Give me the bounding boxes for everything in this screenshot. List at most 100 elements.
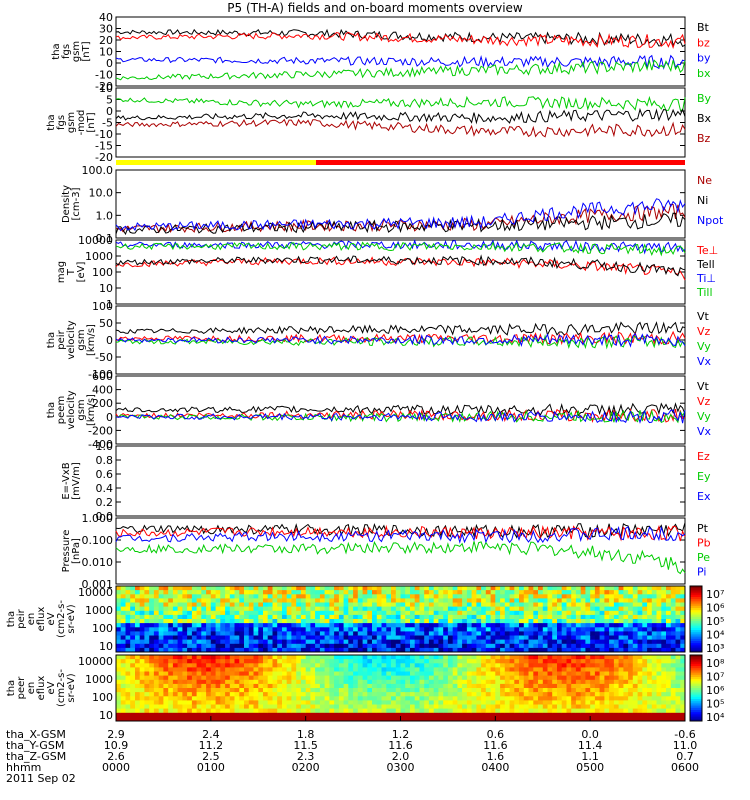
spectrogram-cell <box>452 614 458 620</box>
spectrogram-cell <box>414 692 420 697</box>
spectrogram-cell <box>272 712 278 718</box>
spectrogram-cell <box>481 627 487 632</box>
spectrogram-cell <box>282 623 288 628</box>
spectrogram-cell <box>315 679 321 685</box>
spectrogram-cell <box>116 704 122 710</box>
spectrogram-cell <box>310 671 316 677</box>
spectrogram-cell <box>571 679 577 685</box>
spectrogram-cell <box>566 655 572 660</box>
spectrogram-cell <box>433 614 439 620</box>
spectrogram-cell <box>500 643 506 649</box>
y-axis-label: [eV] <box>76 262 87 283</box>
spectrogram-cell <box>632 708 638 714</box>
spectrogram-cell <box>594 716 601 722</box>
spectrogram-cell <box>338 667 345 672</box>
spectrogram-cell <box>651 635 657 641</box>
spectrogram-cell <box>201 614 207 620</box>
spectrogram-cell <box>447 675 454 681</box>
spectrogram-cell <box>424 631 430 636</box>
spectrogram-cell <box>116 586 122 591</box>
colorbar-cell <box>690 632 702 635</box>
spectrogram-cell <box>324 700 330 705</box>
spectrogram-cell <box>206 655 212 660</box>
spectrogram-cell <box>187 606 193 612</box>
spectrogram-cell <box>438 631 444 636</box>
spectrogram-cell <box>182 590 188 595</box>
spectrogram-cell <box>471 631 477 636</box>
spectrogram-cell <box>315 639 321 645</box>
y-axis-label: gsm <box>71 41 82 62</box>
spectrogram-cell <box>585 619 591 624</box>
spectrogram-cell <box>495 683 501 689</box>
spectrogram-cell <box>300 643 307 649</box>
spectrogram-cell <box>376 631 382 636</box>
spectrogram-cell <box>571 655 577 660</box>
spectrogram-cell <box>457 635 463 641</box>
spectrogram-cell <box>637 692 643 697</box>
spectrogram-cell <box>557 602 563 608</box>
spectrogram-cell <box>168 598 174 603</box>
colorbar-cell <box>690 643 702 646</box>
spectrogram-cell <box>443 594 449 599</box>
spectrogram-cell <box>481 675 487 681</box>
spectrogram-cell <box>670 606 676 612</box>
spectrogram-cell <box>210 606 216 612</box>
series-Vx <box>115 332 686 348</box>
spectrogram-cell <box>158 704 164 710</box>
spectrogram-cell <box>329 716 335 722</box>
spectrogram-cell <box>675 704 681 710</box>
spectrogram-cell <box>367 655 373 660</box>
y-axis-label: peir <box>56 329 67 349</box>
spectrogram-cell <box>139 716 145 722</box>
spectrogram-cell <box>538 590 544 595</box>
spectrogram-cell <box>490 639 496 645</box>
spectrogram-cell <box>229 606 235 612</box>
spectrogram-cell <box>613 663 620 668</box>
spectrogram-cell <box>609 586 615 591</box>
spectrogram-cell <box>647 635 653 641</box>
y-axis-label: Pressure <box>61 530 72 573</box>
spectrogram-cell <box>206 675 212 681</box>
spectrogram-cell <box>149 643 155 649</box>
spectrogram-cell <box>272 619 278 624</box>
spectrogram-cell <box>196 716 202 722</box>
spectrogram-cell <box>362 586 368 591</box>
spectrogram-cell <box>225 667 231 672</box>
spectrogram-cell <box>206 671 212 677</box>
spectrogram-cell <box>277 598 283 603</box>
spectrogram-cell <box>410 712 416 718</box>
spectrogram-cell <box>329 667 335 672</box>
spectrogram-cell <box>158 700 164 705</box>
spectrogram-cell <box>130 610 136 616</box>
spectrogram-cell <box>675 683 681 689</box>
spectrogram-cell <box>495 696 501 701</box>
spectrogram-cell <box>443 623 449 628</box>
spectrogram-cell <box>163 663 169 668</box>
spectrogram-cell <box>471 708 477 714</box>
spectrogram-cell <box>362 623 368 628</box>
spectrogram-cell <box>272 606 278 612</box>
spectrogram-cell <box>433 606 439 612</box>
spectrogram-cell <box>215 619 221 624</box>
spectrogram-cell <box>504 700 510 705</box>
spectrogram-cell <box>632 606 638 612</box>
spectrogram-cell <box>618 606 624 612</box>
spectrogram-cell <box>519 683 525 689</box>
spectrogram-cell <box>623 623 629 628</box>
spectrogram-cell <box>485 619 491 624</box>
spectrogram-cell <box>120 659 126 664</box>
spectrogram-cell <box>130 639 136 645</box>
spectrogram-cell <box>282 692 288 697</box>
spectrogram-cell <box>201 590 207 595</box>
spectrogram-cell <box>443 683 449 689</box>
spectrogram-cell <box>552 619 558 624</box>
spectrogram-cell <box>172 696 179 701</box>
y-tick-label: 10 <box>99 640 113 653</box>
spectrogram-cell <box>476 614 482 620</box>
spectrogram-cell <box>462 696 468 701</box>
spectrogram-cell <box>500 692 506 697</box>
spectrogram-cell <box>661 700 667 705</box>
spectrogram-cell <box>405 692 411 697</box>
spectrogram-cell <box>599 594 605 599</box>
spectrogram-cell <box>353 598 359 603</box>
